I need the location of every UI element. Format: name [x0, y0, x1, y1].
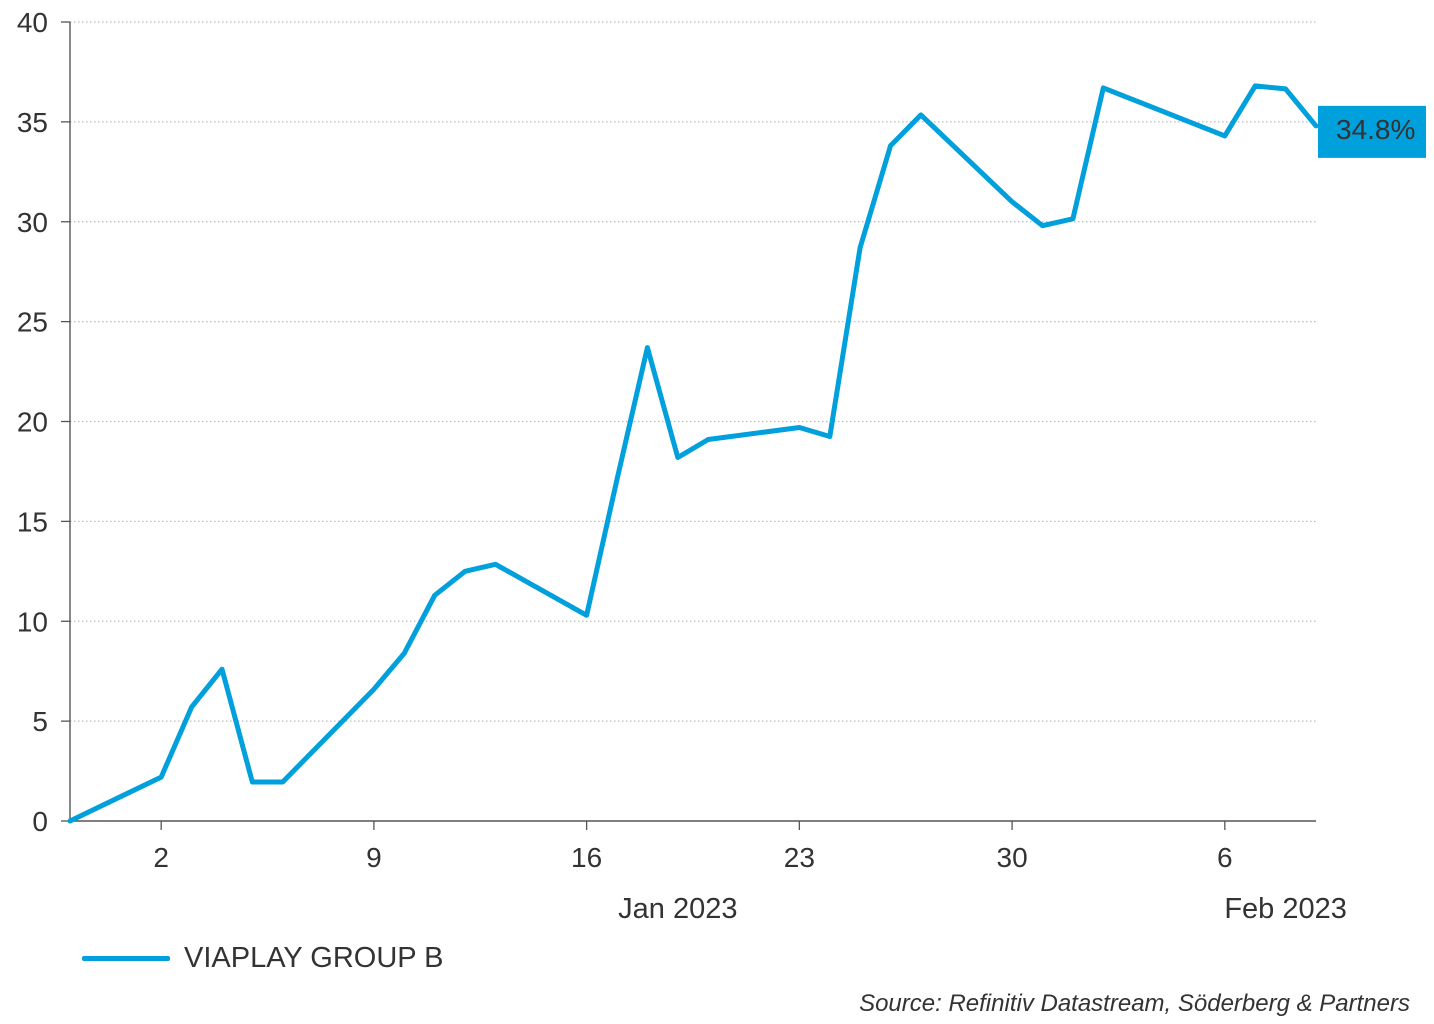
x-axis-group-labels: Jan 2023 Feb 2023	[618, 893, 1347, 925]
legend-label: VIAPLAY GROUP B	[184, 941, 444, 974]
series-lines	[67, 83, 1319, 824]
x-group-label: Feb 2023	[1224, 893, 1347, 925]
y-tick-label: 10	[17, 606, 48, 637]
y-tick-label: 0	[32, 806, 48, 837]
x-tick-label: 9	[366, 842, 382, 873]
y-tick-label: 40	[17, 7, 48, 38]
legend: VIAPLAY GROUP B	[82, 936, 444, 980]
x-axis-ticks: 2 9 16 23 30 6	[153, 821, 1233, 873]
legend-swatch	[82, 955, 170, 961]
end-label-text: 34.8%	[1336, 114, 1415, 145]
y-tick-label: 5	[32, 706, 48, 737]
y-tick-label: 20	[17, 407, 48, 438]
y-tick-label: 35	[17, 107, 48, 138]
y-tick-label: 15	[17, 506, 48, 537]
end-value-label: 34.8%	[1318, 105, 1426, 158]
axes	[69, 22, 1316, 822]
x-tick-label: 16	[571, 842, 602, 873]
x-tick-label: 30	[997, 842, 1028, 873]
x-tick-label: 6	[1217, 842, 1233, 873]
end-label-box	[1318, 105, 1426, 158]
x-tick-label: 2	[153, 842, 169, 873]
y-tick-label: 30	[17, 207, 48, 238]
y-axis-ticks: 0 5 10 15 20 25 30 35 40	[17, 7, 70, 837]
y-tick-label: 25	[17, 307, 48, 338]
source-note: Source: Refinitiv Datastream, Söderberg …	[859, 990, 1410, 1017]
series-line	[67, 83, 1319, 824]
x-tick-label: 23	[784, 842, 815, 873]
x-group-label: Jan 2023	[618, 893, 737, 925]
grid-lines	[70, 21, 1316, 722]
